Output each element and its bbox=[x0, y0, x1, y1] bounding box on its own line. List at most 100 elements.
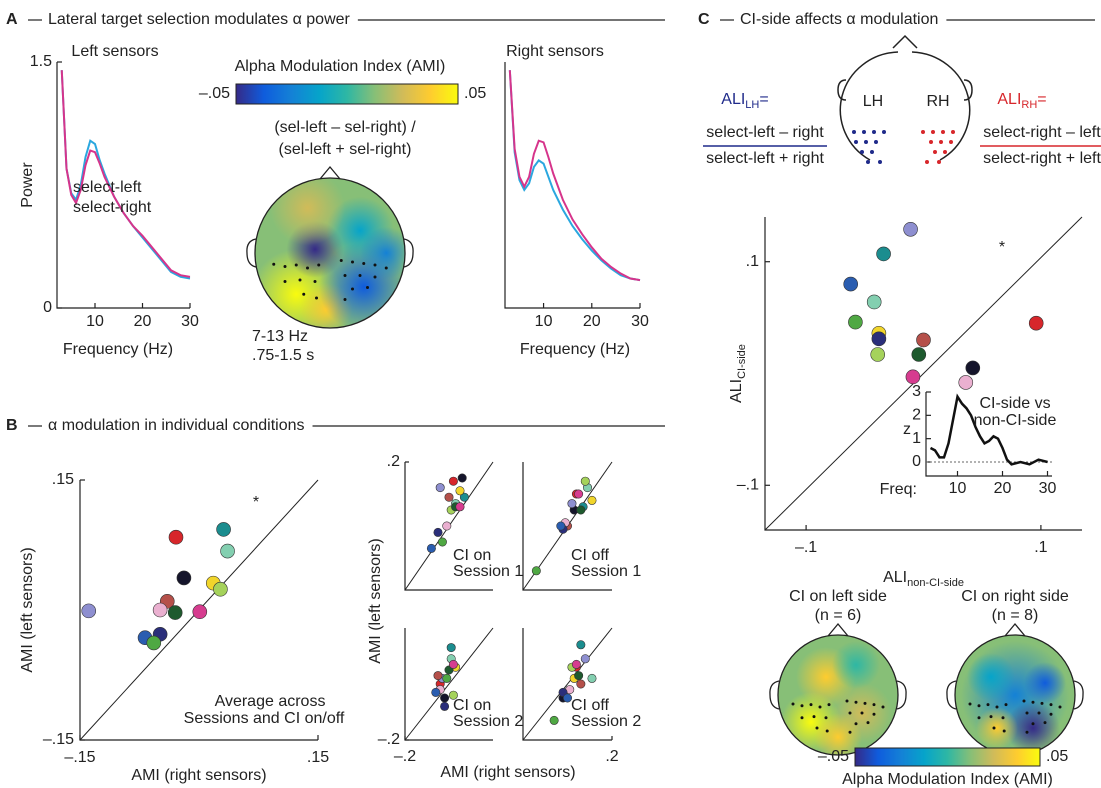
sensor bbox=[1031, 722, 1035, 726]
x-axis-label-sub: non-CI-side bbox=[907, 577, 964, 589]
sensor bbox=[939, 140, 943, 144]
data-point bbox=[580, 476, 590, 486]
y-tick-label: 3 bbox=[912, 383, 921, 400]
data-point bbox=[531, 566, 541, 576]
formula-denominator: select-right + left bbox=[983, 150, 1101, 167]
data-point bbox=[435, 483, 445, 493]
series-line bbox=[60, 70, 191, 280]
sensor bbox=[824, 716, 828, 720]
inset-title: CI-side vs bbox=[979, 395, 1050, 412]
legend-entry: select-left bbox=[73, 179, 142, 196]
data-point bbox=[455, 486, 465, 496]
data-point bbox=[549, 715, 559, 725]
sensor bbox=[339, 259, 343, 262]
sensor bbox=[929, 140, 933, 144]
head-ear bbox=[246, 238, 257, 268]
data-point bbox=[448, 690, 458, 700]
colorbar-tick-label: .05 bbox=[464, 85, 486, 102]
sensor bbox=[362, 262, 366, 265]
panel-annotation: Session 2 bbox=[571, 713, 641, 730]
sensor bbox=[864, 140, 868, 144]
data-point bbox=[866, 294, 882, 310]
x-axis-label: ALInon-CI-side bbox=[883, 569, 964, 589]
x-tick-label: .15 bbox=[307, 749, 329, 766]
topomap-blob bbox=[814, 713, 862, 755]
sensor bbox=[866, 721, 870, 725]
sensor bbox=[373, 275, 377, 279]
x-tick-label: 10 bbox=[86, 313, 104, 330]
topomap-blob bbox=[360, 226, 405, 280]
data-point bbox=[444, 492, 454, 502]
sensor bbox=[351, 287, 354, 291]
identity-line bbox=[404, 627, 494, 741]
data-point bbox=[448, 476, 458, 486]
colorbar-tick-label: .05 bbox=[1046, 748, 1068, 765]
formula-main: ALI bbox=[721, 91, 745, 108]
chart-title: Left sensors bbox=[71, 43, 158, 60]
sensor bbox=[845, 699, 849, 703]
data-point bbox=[446, 643, 456, 653]
annotation: 7-13 Hz bbox=[252, 328, 308, 345]
x-tick-label: 20 bbox=[583, 313, 601, 330]
head-ear bbox=[403, 238, 414, 268]
data-point bbox=[168, 529, 184, 545]
head-ear bbox=[1073, 680, 1084, 710]
formula-eq: = bbox=[759, 91, 768, 108]
x-tick-label: 10 bbox=[949, 480, 967, 497]
y-tick-label: –.15 bbox=[43, 731, 74, 748]
y-axis-label-main: ALI bbox=[728, 379, 745, 403]
panel-letter: C bbox=[698, 11, 710, 28]
x-tick-label: 20 bbox=[994, 480, 1012, 497]
map-title: CI on left side bbox=[789, 588, 887, 605]
sensor bbox=[1002, 729, 1006, 733]
sensor bbox=[992, 726, 996, 730]
sensor bbox=[384, 266, 388, 270]
panel-annotation: Session 1 bbox=[571, 563, 641, 580]
sensor bbox=[343, 298, 347, 301]
sensor bbox=[949, 140, 953, 144]
topomap-blob bbox=[1006, 701, 1060, 755]
topomap bbox=[255, 178, 405, 328]
panel-annotation: CI off bbox=[571, 697, 610, 714]
data-point bbox=[574, 671, 584, 681]
y-axis-label: AMI (left sensors) bbox=[19, 547, 36, 672]
formula-name: ALIRH= bbox=[997, 91, 1046, 111]
data-point bbox=[442, 673, 452, 683]
annotation: * bbox=[253, 494, 259, 511]
axis-line bbox=[504, 62, 640, 309]
sensor bbox=[827, 703, 831, 707]
sensor bbox=[791, 702, 795, 706]
sensor bbox=[866, 160, 870, 164]
colorbar-label: Alpha Modulation Index (AMI) bbox=[842, 771, 1053, 788]
topomap bbox=[778, 635, 898, 755]
legend-entry: select-right bbox=[73, 199, 152, 216]
sensor bbox=[848, 711, 852, 715]
head-ear bbox=[963, 79, 973, 101]
head-outline bbox=[254, 177, 406, 329]
sensor bbox=[343, 274, 347, 277]
series-line bbox=[929, 393, 1048, 466]
data-point bbox=[580, 654, 590, 664]
x-tick-label: –.2 bbox=[394, 748, 416, 765]
data-point bbox=[905, 369, 921, 385]
x-tick-label: .2 bbox=[605, 748, 618, 765]
head-nose bbox=[892, 34, 918, 49]
x-tick-label: .1 bbox=[1034, 539, 1047, 556]
y-axis-label-sub: CI-side bbox=[736, 344, 748, 379]
sensor bbox=[294, 263, 298, 267]
data-point bbox=[459, 492, 469, 502]
data-point bbox=[440, 693, 450, 703]
sensor bbox=[933, 150, 937, 154]
head-hemisphere bbox=[911, 51, 971, 161]
sensor bbox=[863, 701, 867, 705]
annotation: Sessions and CI on/off bbox=[184, 710, 345, 727]
sensor bbox=[358, 274, 362, 277]
data-point bbox=[146, 635, 162, 651]
head-nose bbox=[827, 622, 849, 637]
data-point bbox=[903, 221, 918, 237]
head-ear bbox=[837, 79, 847, 101]
sensor bbox=[872, 130, 876, 134]
sensor bbox=[878, 160, 882, 164]
x-axis-label: AMI (right sensors) bbox=[131, 767, 266, 784]
